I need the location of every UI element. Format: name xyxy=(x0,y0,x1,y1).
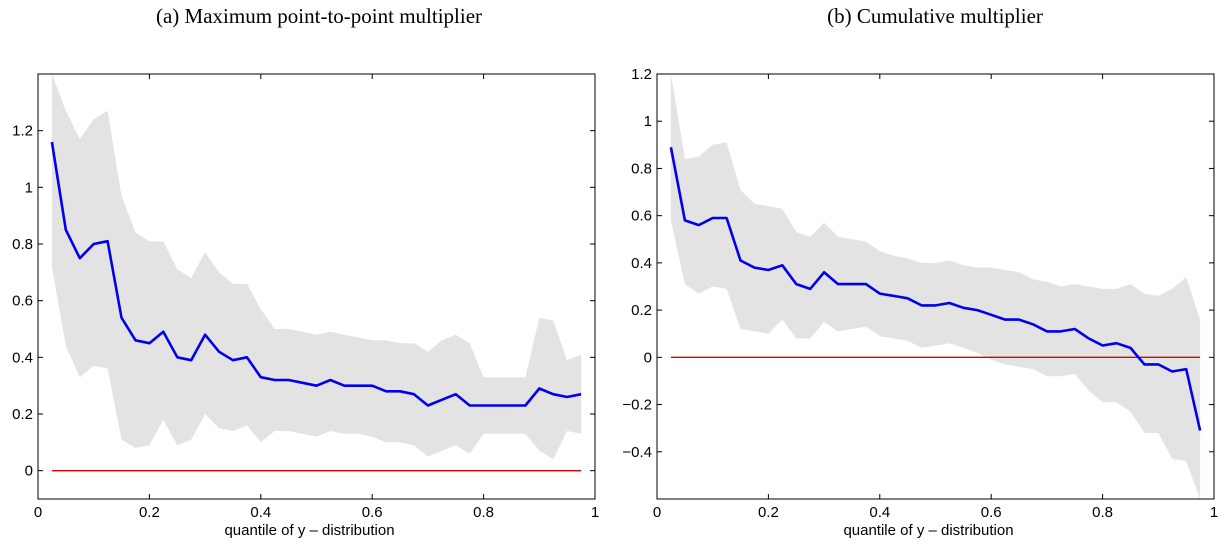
x-tick-label-a: 0.6 xyxy=(362,504,383,521)
x-axis-label-b: quantile of y – distribution xyxy=(843,522,1013,539)
y-tick-label-a: 0.6 xyxy=(12,293,33,310)
x-tick-label-b: 0.2 xyxy=(758,504,779,521)
chart-b: 0 0.2 0.4 0.6 0.8 1 −0.4 −0.2 0 0.2 0.4 0.6 0.8 1 1.2 q… xyxy=(622,66,1218,539)
x-tick-label-a: 1 xyxy=(591,504,599,521)
x-tick-label-a: 0 xyxy=(34,504,42,521)
y-tick-label-a: 0.4 xyxy=(12,349,33,366)
confidence-band-b xyxy=(670,74,1201,499)
x-tick-label-b: 1 xyxy=(1210,504,1218,521)
y-tick-label-a: 0 xyxy=(25,463,33,480)
multiplier-line-a xyxy=(50,141,582,407)
x-axis-label-a: quantile of y – distribution xyxy=(224,522,394,539)
x-tick-label-b: 0.8 xyxy=(1092,504,1113,521)
y-tick-label-b: 0.6 xyxy=(631,208,652,225)
y-tick-label-b: 0.8 xyxy=(631,160,652,177)
multiplier-line-b xyxy=(669,146,1202,431)
y-tick-label-b: 1 xyxy=(644,113,652,130)
x-tick-label-a: 0.8 xyxy=(473,504,494,521)
y-tick-label-b: 0 xyxy=(644,349,652,366)
y-tick-label-a: 1 xyxy=(25,179,33,196)
x-tick-label-a: 0.4 xyxy=(250,504,271,521)
x-tick-label-a: 0.2 xyxy=(139,504,160,521)
y-tick-label-a: 1.2 xyxy=(12,123,33,140)
chart-a: 0 0.2 0.4 0.6 0.8 1 0 0.2 0.4 0.6 0.8 1 1.2 quantile … xyxy=(12,73,599,539)
confidence-band-a xyxy=(51,74,582,460)
x-tick-label-b: 0 xyxy=(653,504,661,521)
y-tick-label-a: 0.8 xyxy=(12,236,33,253)
x-tick-label-b: 0.6 xyxy=(981,504,1002,521)
plot-frame-b xyxy=(656,73,1215,500)
panel-a-title: (a) Maximum point-to-point multiplier xyxy=(155,4,483,28)
y-tick-label-b: −0.4 xyxy=(622,444,652,461)
y-tick-label-a: 0.2 xyxy=(12,406,33,423)
panel-b-title: (b) Cumulative multiplier xyxy=(827,4,1043,28)
y-tick-label-b: 1.2 xyxy=(631,66,652,83)
plot-frame-a xyxy=(37,73,596,500)
x-tick-label-b: 0.4 xyxy=(869,504,890,521)
y-tick-label-b: 0.2 xyxy=(631,302,652,319)
y-tick-label-b: −0.2 xyxy=(622,397,652,414)
y-tick-label-b: 0.4 xyxy=(631,255,652,272)
